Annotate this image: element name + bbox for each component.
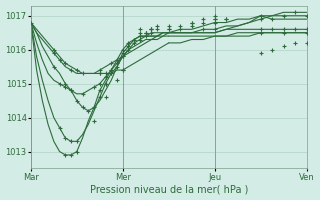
X-axis label: Pression niveau de la mer( hPa ): Pression niveau de la mer( hPa ) [90,184,248,194]
